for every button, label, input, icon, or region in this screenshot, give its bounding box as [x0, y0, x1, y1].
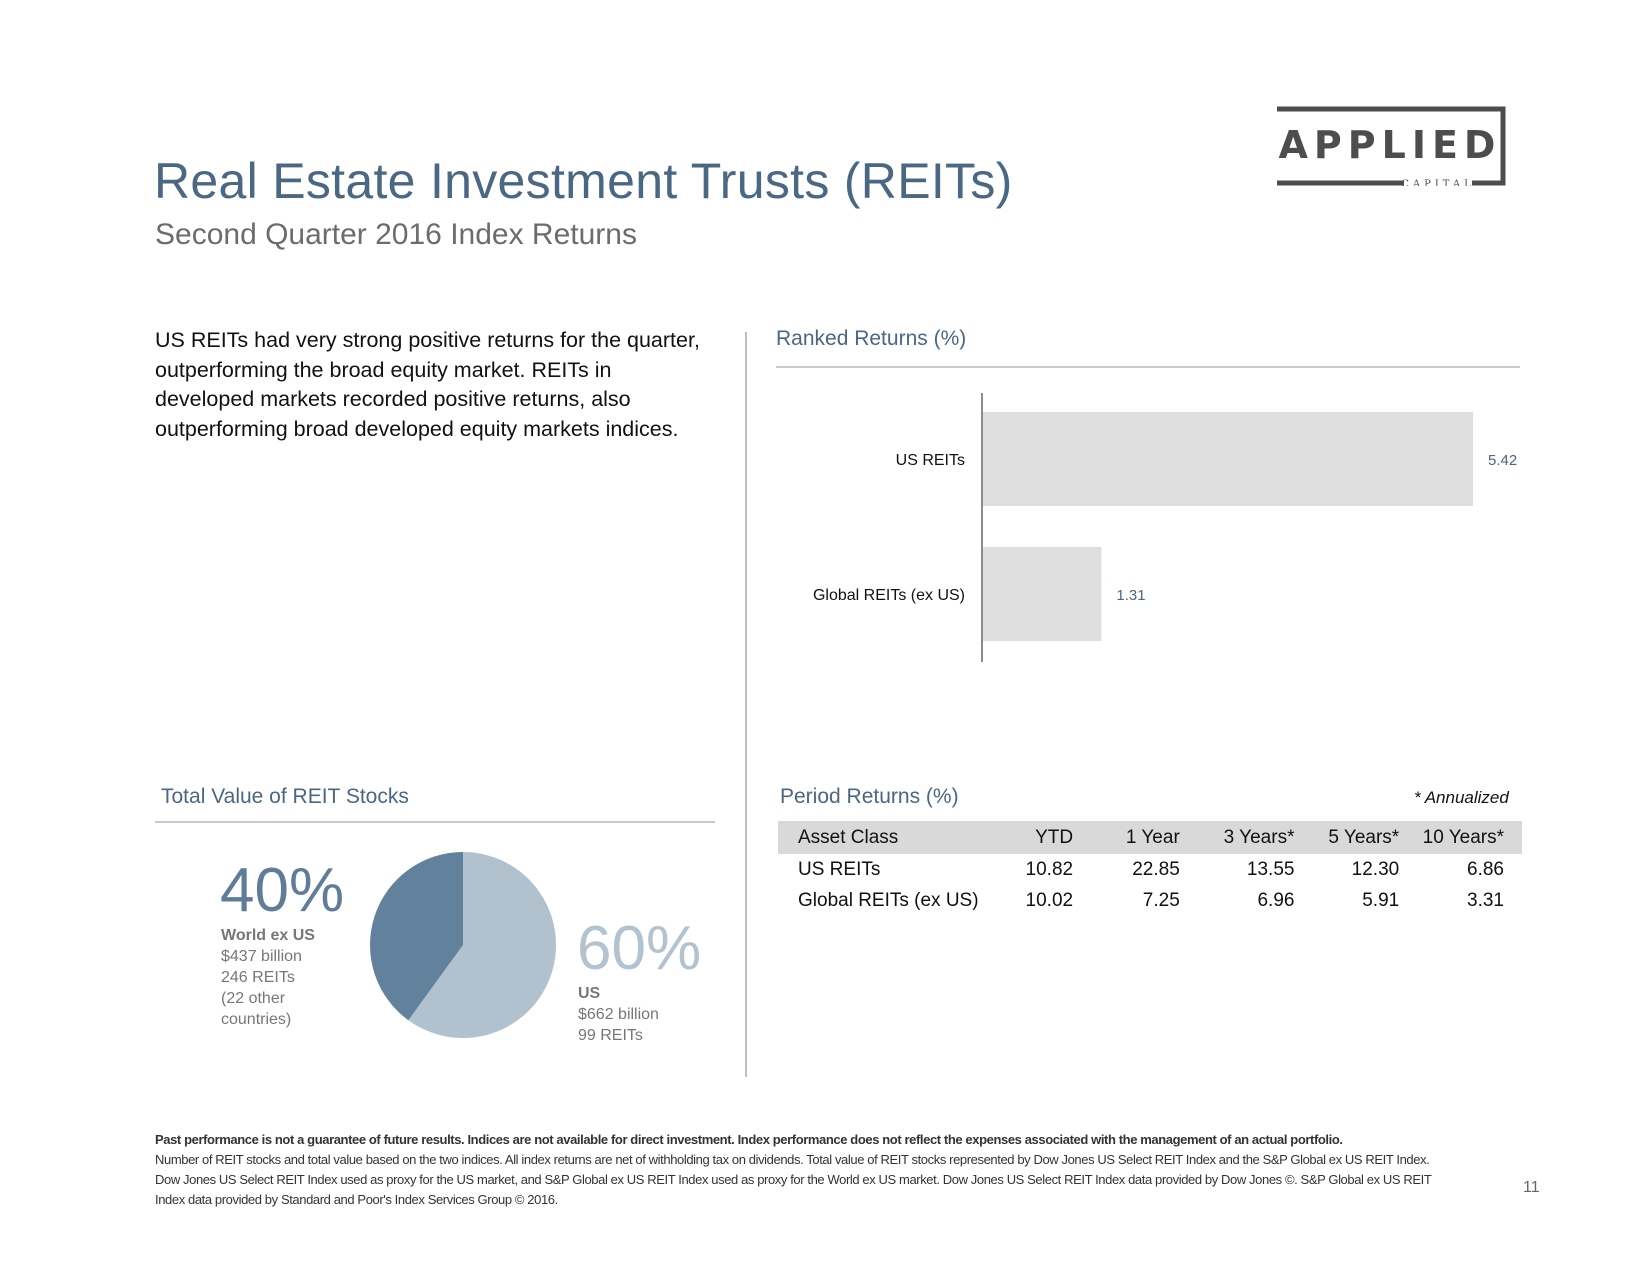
annualized-note: * Annualized — [1414, 788, 1509, 807]
bar-category-label: US REITs — [896, 452, 965, 469]
svg-text:CAPITAL: CAPITAL — [1401, 179, 1475, 186]
table-cell: 10.82 — [1025, 858, 1074, 880]
table-cell: 10.02 — [1025, 889, 1074, 911]
footer-disclaimer: Past performance is not a guarantee of f… — [155, 1130, 1455, 1210]
total-value-rule — [155, 821, 715, 823]
table-cell: 13.55 — [1246, 858, 1295, 880]
table-cell: 5.91 — [1362, 889, 1400, 911]
table-cell: 12.30 — [1351, 858, 1400, 880]
ranked-returns-heading: Ranked Returns (%) — [776, 327, 967, 350]
table-cell: 6.96 — [1257, 889, 1295, 911]
pie-slice-us — [408, 852, 556, 1038]
table-header-row: Asset Class YTD 1 Year 3 Years* 5 Years*… — [778, 821, 1522, 854]
world-label-line: $437 billion — [221, 948, 302, 965]
intro-text: US REITs had very strong positive return… — [155, 328, 700, 441]
table-row: US REITs 10.82 22.85 13.55 12.30 6.86 — [778, 854, 1522, 885]
reit-value-pie-chart — [370, 852, 556, 1038]
bar — [983, 412, 1473, 506]
bar — [983, 547, 1102, 641]
us-label-title: US — [578, 985, 601, 1002]
period-returns-table: Asset Class YTD 1 Year 3 Years* 5 Years*… — [778, 821, 1522, 916]
column-header: 10 Years* — [1399, 821, 1522, 854]
svg-text:APPLIED: APPLIED — [1279, 123, 1502, 167]
page-subtitle: Second Quarter 2016 Index Returns — [155, 218, 637, 251]
bar-value-label: 1.31 — [1116, 587, 1145, 604]
world-label-title: World ex US — [221, 927, 315, 944]
column-header: YTD — [1007, 821, 1074, 854]
world-label-block: World ex US $437 billion 246 REITs (22 o… — [221, 925, 315, 1030]
column-header: 5 Years* — [1294, 821, 1400, 854]
table-cell: 7.25 — [1142, 889, 1180, 911]
pie-slice-world-ex-us — [370, 852, 463, 1021]
world-label-line: 246 REITs — [221, 969, 295, 986]
table-cell: 3.31 — [1467, 889, 1504, 911]
period-returns-heading: Period Returns (%) — [780, 785, 959, 808]
vertical-divider — [745, 332, 747, 1077]
world-label-line: (22 other — [221, 990, 286, 1007]
world-label-line: countries) — [221, 1011, 292, 1028]
footer-bold-text: Past performance is not a guarantee of f… — [155, 1132, 1343, 1147]
applied-capital-logo: APPLIED CAPITAL — [1277, 106, 1506, 186]
us-label-block: US $662 billion 99 REITs — [578, 983, 659, 1046]
table-cell: 22.85 — [1132, 858, 1180, 880]
ranked-returns-chart: US REITs 5.42 Global REITs (ex US) 1.31 — [813, 393, 1517, 662]
us-label-line: 99 REITs — [578, 1027, 643, 1044]
bar-category-label: Global REITs (ex US) — [813, 587, 965, 604]
table-row: Global REITs (ex US) 10.02 7.25 6.96 5.9… — [778, 885, 1522, 916]
us-label-line: $662 billion — [578, 1006, 659, 1023]
table-cell: US REITs — [798, 858, 881, 880]
column-header: Asset Class — [778, 821, 1008, 854]
total-value-heading: Total Value of REIT Stocks — [161, 785, 409, 808]
us-percent: 60% — [577, 914, 702, 983]
footer-text: Number of REIT stocks and total value ba… — [155, 1152, 1432, 1207]
bar-value-label: 5.42 — [1488, 452, 1517, 469]
table-cell: 6.86 — [1467, 858, 1504, 880]
column-header: 3 Years* — [1179, 821, 1295, 854]
page-number: 11 — [1523, 1179, 1540, 1196]
ranked-returns-rule — [776, 366, 1520, 368]
world-percent: 40% — [220, 856, 345, 925]
page-title: Real Estate Investment Trusts (REITs) — [154, 153, 1013, 209]
column-header: 1 Year — [1073, 821, 1180, 854]
table-cell: Global REITs (ex US) — [798, 889, 979, 911]
